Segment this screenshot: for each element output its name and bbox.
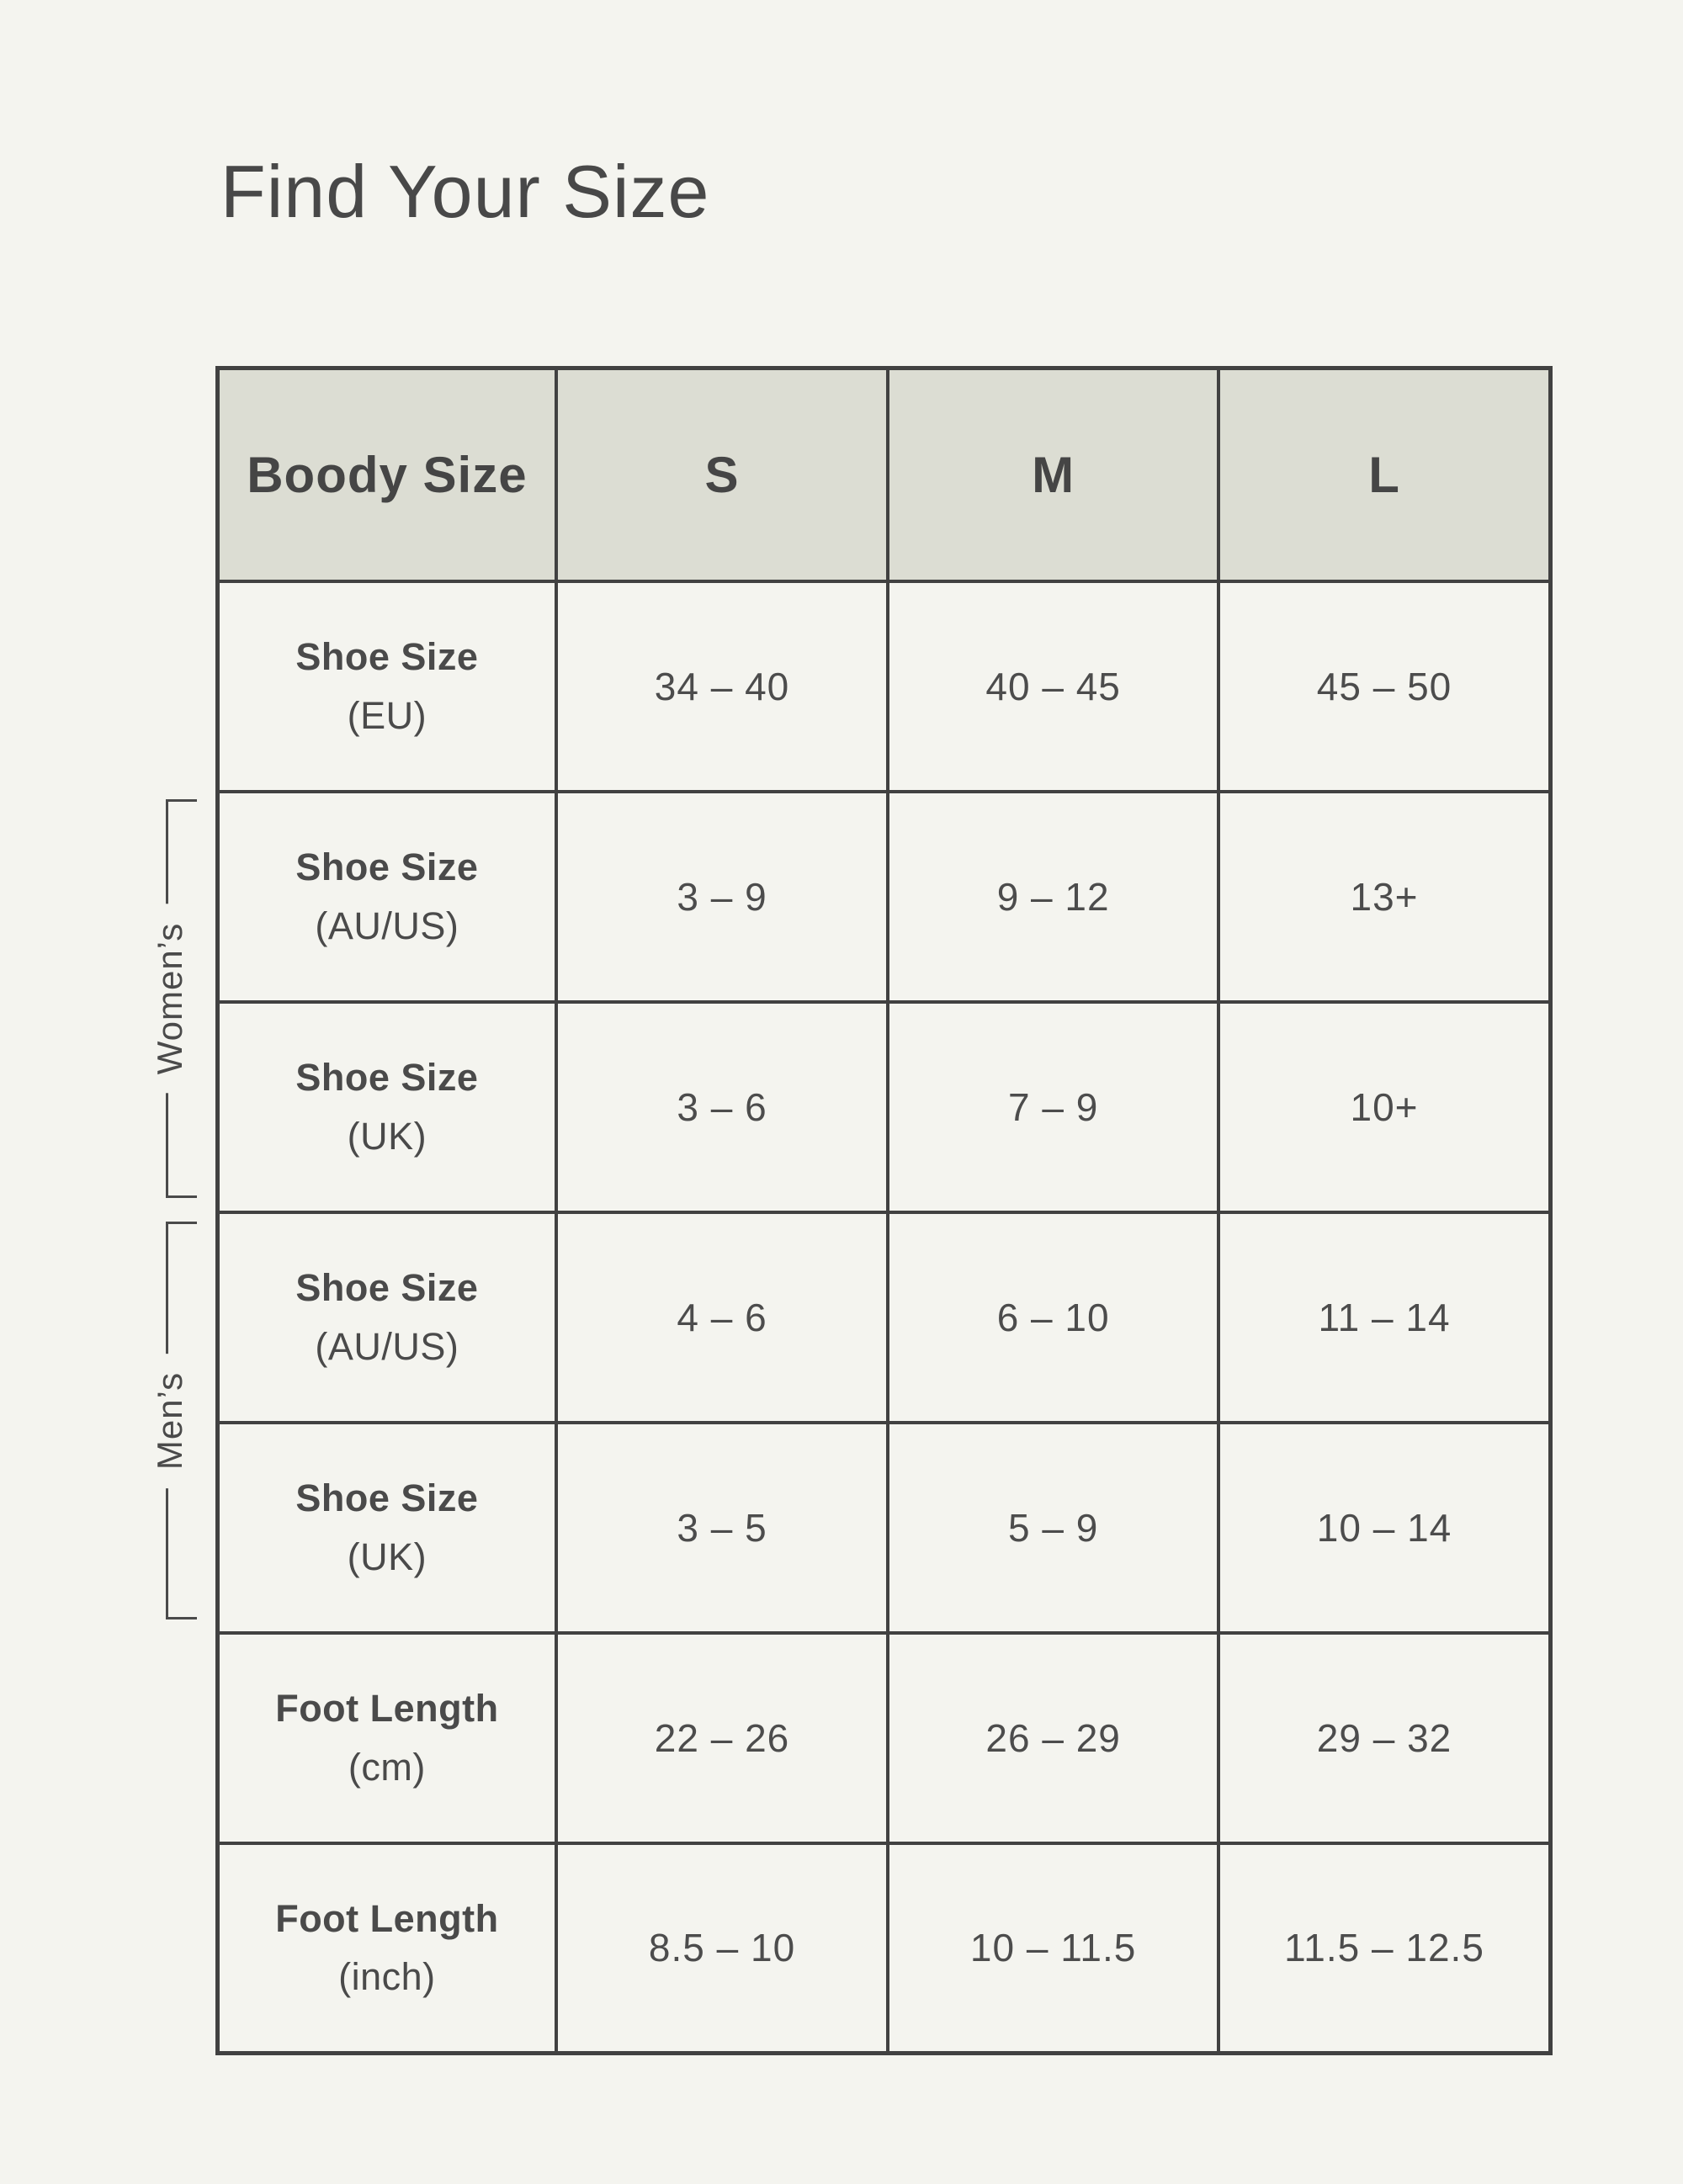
row-unit: (UK) — [347, 1535, 427, 1578]
size-chart-table: Boody Size S M L Shoe Size (EU) 34 – 40 … — [215, 366, 1553, 2055]
table-row-womens-shoe-size-auus: Shoe Size (AU/US) 3 – 9 9 – 12 13+ — [215, 789, 1553, 1004]
row-label-cell: Shoe Size (UK) — [215, 999, 558, 1214]
row-label: Shoe Size — [295, 1476, 479, 1519]
row-unit: (cm) — [348, 1745, 426, 1789]
row-label-cell: Foot Length (cm) — [215, 1630, 558, 1845]
header-size-s: S — [554, 366, 890, 583]
row-label-cell: Foot Length (inch) — [215, 1841, 558, 2055]
table-row-womens-shoe-size-uk: Shoe Size (UK) 3 – 6 7 – 9 10+ — [215, 999, 1553, 1214]
row-label-cell: Shoe Size (UK) — [215, 1420, 558, 1635]
mens-group-label: Men’s — [145, 1353, 195, 1488]
value-cell: 22 – 26 — [554, 1630, 890, 1845]
value-cell: 11.5 – 12.5 — [1217, 1841, 1553, 2055]
value-cell: 10 – 14 — [1217, 1420, 1553, 1635]
page-title: Find Your Size — [220, 150, 710, 233]
row-unit: (EU) — [347, 693, 427, 737]
womens-group-bracket: Women’s — [145, 799, 197, 1198]
value-cell: 4 – 6 — [554, 1210, 890, 1424]
row-label-cell: Shoe Size (EU) — [215, 579, 558, 793]
mens-group-bracket: Men’s — [145, 1222, 197, 1619]
value-cell: 9 – 12 — [886, 789, 1221, 1004]
value-cell: 45 – 50 — [1217, 579, 1553, 793]
header-size-m: M — [886, 366, 1221, 583]
table-row-shoe-size-eu: Shoe Size (EU) 34 – 40 40 – 45 45 – 50 — [215, 579, 1553, 793]
value-cell: 8.5 – 10 — [554, 1841, 890, 2055]
value-cell: 11 – 14 — [1217, 1210, 1553, 1424]
row-label-cell: Shoe Size (AU/US) — [215, 789, 558, 1004]
value-cell: 26 – 29 — [886, 1630, 1221, 1845]
value-cell: 5 – 9 — [886, 1420, 1221, 1635]
value-cell: 6 – 10 — [886, 1210, 1221, 1424]
table-header-row: Boody Size S M L — [215, 366, 1553, 583]
value-cell: 3 – 6 — [554, 999, 890, 1214]
value-cell: 29 – 32 — [1217, 1630, 1553, 1845]
table-row-mens-shoe-size-auus: Shoe Size (AU/US) 4 – 6 6 – 10 11 – 14 — [215, 1210, 1553, 1424]
row-unit: (AU/US) — [315, 1324, 459, 1368]
row-label: Shoe Size — [295, 634, 479, 678]
value-cell: 3 – 9 — [554, 789, 890, 1004]
table-row-foot-length-cm: Foot Length (cm) 22 – 26 26 – 29 29 – 32 — [215, 1630, 1553, 1845]
row-unit: (AU/US) — [315, 904, 459, 947]
row-unit: (UK) — [347, 1114, 427, 1158]
row-label: Foot Length — [275, 1686, 499, 1730]
row-label: Shoe Size — [295, 845, 479, 888]
table-row-foot-length-inch: Foot Length (inch) 8.5 – 10 10 – 11.5 11… — [215, 1841, 1553, 2055]
header-size-l: L — [1217, 366, 1553, 583]
value-cell: 3 – 5 — [554, 1420, 890, 1635]
row-label: Foot Length — [275, 1896, 499, 1940]
header-boody-size: Boody Size — [215, 366, 558, 583]
table-row-mens-shoe-size-uk: Shoe Size (UK) 3 – 5 5 – 9 10 – 14 — [215, 1420, 1553, 1635]
row-label: Shoe Size — [295, 1055, 479, 1099]
value-cell: 13+ — [1217, 789, 1553, 1004]
womens-group-label: Women’s — [145, 904, 195, 1094]
row-unit: (inch) — [338, 1955, 436, 1999]
row-label-cell: Shoe Size (AU/US) — [215, 1210, 558, 1424]
value-cell: 40 – 45 — [886, 579, 1221, 793]
value-cell: 7 – 9 — [886, 999, 1221, 1214]
value-cell: 10 – 11.5 — [886, 1841, 1221, 2055]
row-label: Shoe Size — [295, 1265, 479, 1309]
value-cell: 34 – 40 — [554, 579, 890, 793]
value-cell: 10+ — [1217, 999, 1553, 1214]
